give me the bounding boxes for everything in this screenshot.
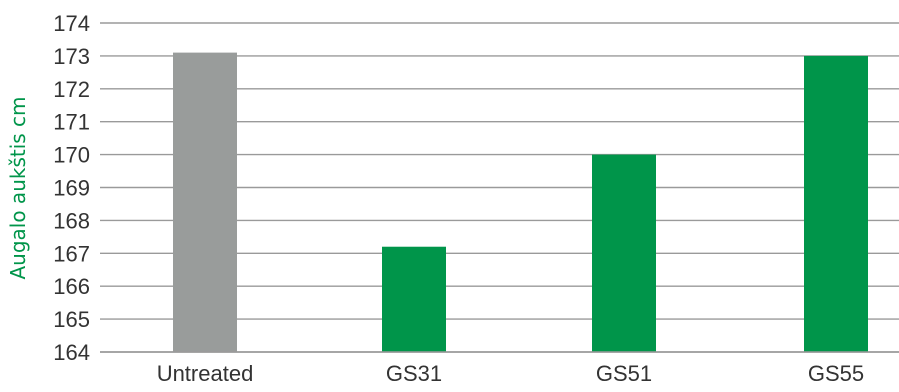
y-tick-label: 168 bbox=[53, 208, 90, 233]
bar-gs51 bbox=[592, 154, 656, 352]
y-tick-label: 170 bbox=[53, 143, 90, 168]
x-tick-label: Untreated bbox=[157, 361, 254, 386]
y-tick-label: 173 bbox=[53, 44, 90, 69]
x-tick-label: GS51 bbox=[596, 361, 652, 386]
bar-gs31 bbox=[382, 246, 446, 352]
x-tick-label: GS55 bbox=[808, 361, 864, 386]
bar-untreated bbox=[173, 52, 237, 353]
y-tick-label: 167 bbox=[53, 241, 90, 266]
x-tick-label: GS31 bbox=[386, 361, 442, 386]
y-tick-label: 171 bbox=[53, 110, 90, 135]
y-tick-label: 169 bbox=[53, 176, 90, 201]
y-tick-label: 164 bbox=[53, 340, 90, 365]
y-axis-label: Augalo aukštis cm bbox=[6, 96, 30, 280]
y-tick-label: 165 bbox=[53, 307, 90, 332]
y-tick-label: 172 bbox=[53, 77, 90, 102]
bar-gs55 bbox=[804, 55, 868, 353]
y-tick-label: 166 bbox=[53, 274, 90, 299]
y-tick-label: 174 bbox=[53, 11, 90, 36]
